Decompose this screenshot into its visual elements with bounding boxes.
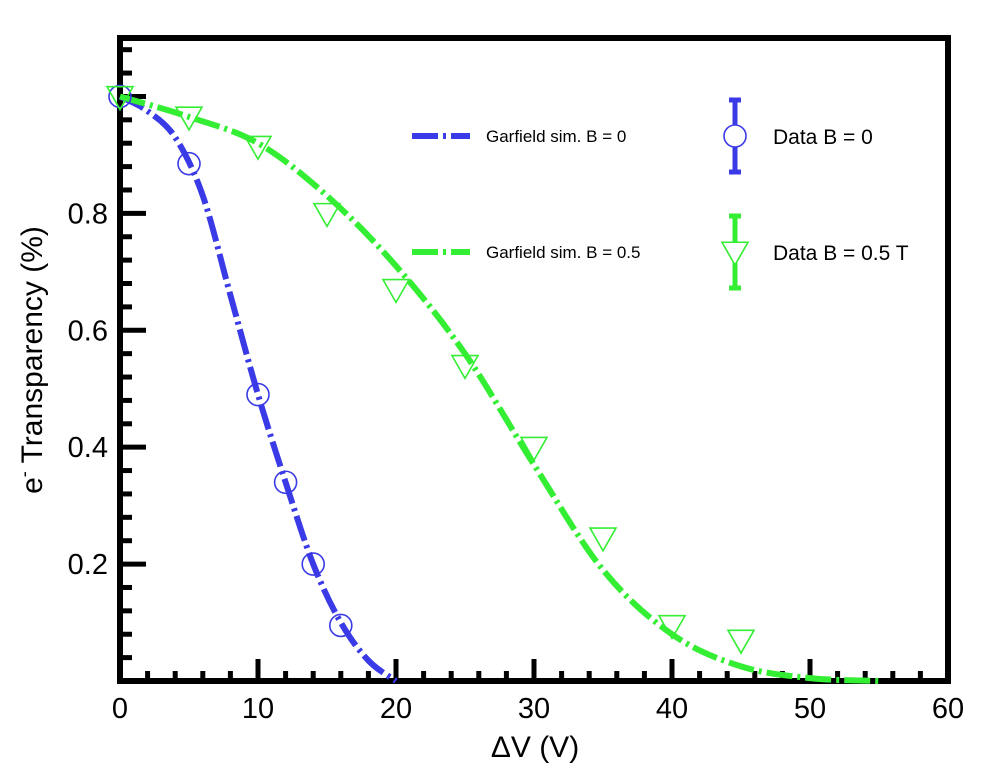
y-axis-title-superscript: - bbox=[14, 471, 34, 477]
y-axis-title-rest: Transparency (%) bbox=[16, 226, 49, 471]
legend-label-sim-0: Garfield sim. B = 0 bbox=[486, 127, 626, 146]
x-tick-label: 0 bbox=[112, 693, 128, 725]
data-point-b05 bbox=[519, 436, 549, 462]
x-axis-title: ΔV (V) bbox=[491, 731, 579, 764]
data-point-b05 bbox=[105, 85, 135, 112]
data-point-b05 bbox=[657, 614, 687, 641]
legend-marker-triangle bbox=[720, 241, 750, 267]
data-point-b0 bbox=[273, 470, 298, 495]
data-point-b0 bbox=[301, 552, 326, 576]
sim-curve-1 bbox=[119, 93, 880, 684]
data-point-b05 bbox=[243, 135, 273, 161]
x-tick-label: 20 bbox=[380, 693, 412, 725]
tick-labels-layer: 0 10 20 30 40 50 60 0.2 0.4 0.6 0.8 bbox=[68, 198, 964, 725]
data-point-b0 bbox=[328, 613, 353, 638]
legend-label-data-1: Data B = 0.5 T bbox=[773, 242, 909, 265]
legend-label-sim-1: Garfield sim. B = 0.5 bbox=[486, 243, 640, 262]
x-tick-label: 40 bbox=[656, 693, 688, 725]
data-point-b05 bbox=[174, 106, 204, 132]
y-tick-label: 0.2 bbox=[68, 549, 108, 581]
data-point-b05 bbox=[450, 354, 480, 380]
y-axis-title: e- Transparency (%) bbox=[14, 226, 49, 494]
series-layer bbox=[105, 84, 880, 684]
data-point-b05 bbox=[381, 278, 411, 304]
data-point-b0 bbox=[108, 84, 132, 109]
data-point-b05 bbox=[588, 527, 618, 553]
sim-curve-0 bbox=[118, 93, 398, 684]
legend-marker-circle bbox=[723, 124, 747, 148]
data-point-b0 bbox=[177, 151, 201, 176]
y-tick-label: 0.8 bbox=[68, 198, 108, 230]
x-tick-label: 10 bbox=[242, 693, 274, 725]
axis-ticks-layer bbox=[117, 47, 951, 681]
data-point-b05 bbox=[726, 629, 756, 655]
x-tick-label: 50 bbox=[794, 693, 826, 725]
legend-label-data-0: Data B = 0 bbox=[773, 126, 873, 149]
y-tick-label: 0.4 bbox=[68, 432, 108, 464]
data-point-b0 bbox=[246, 382, 270, 407]
data-point-b05 bbox=[312, 202, 342, 228]
y-axis-title-main: e bbox=[16, 477, 49, 494]
x-tick-label: 30 bbox=[518, 693, 550, 725]
x-tick-label: 60 bbox=[932, 693, 964, 725]
y-tick-label: 0.6 bbox=[68, 315, 108, 347]
legend: Garfield sim. B = 0 Garfield sim. B = 0.5… bbox=[412, 97, 909, 291]
